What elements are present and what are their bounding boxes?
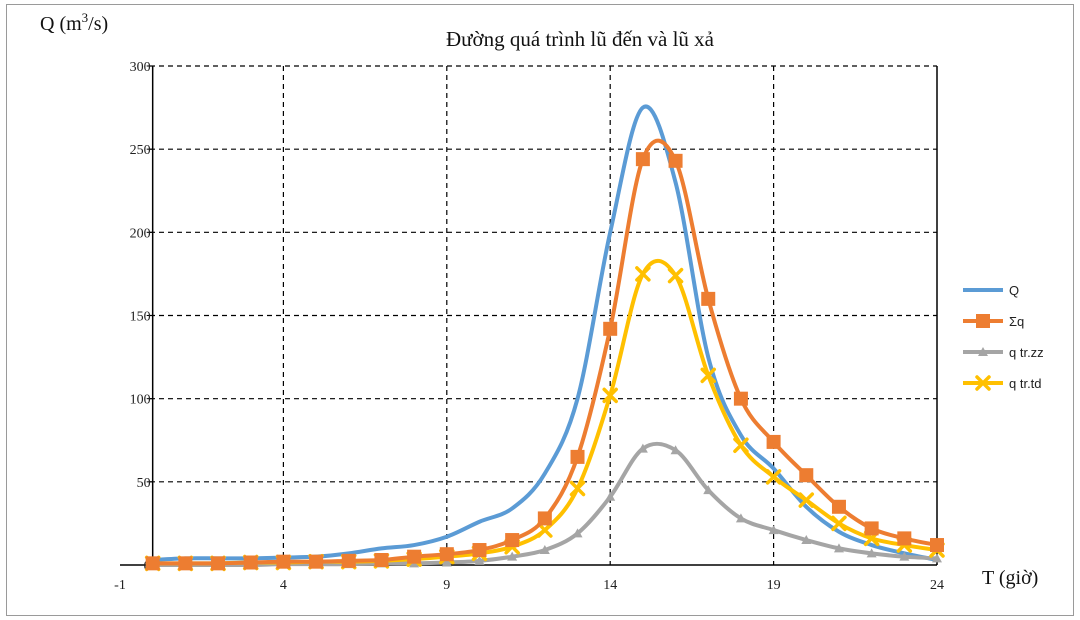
x-tick-label: 24 [930,578,944,593]
data-point [798,492,815,508]
legend-item: q tr.zz [963,345,1044,360]
data-point [668,153,683,168]
data-point [899,551,910,561]
data-point [341,553,356,568]
legend-marker [976,314,990,328]
data-point [735,513,746,523]
legend-item: q tr.td [963,375,1042,391]
data-point [831,515,847,532]
y-tick-label: 250 [130,143,151,158]
data-point [635,152,650,167]
data-point [766,434,781,449]
y-tick-label: 200 [130,226,151,241]
data-point [569,480,586,497]
y-axis-label: Q (m3/s) [40,10,108,35]
data-point [537,522,553,538]
legend-item: Σq [963,314,1024,329]
data-point [539,545,550,555]
y-axis-label-tail: /s) [88,13,108,35]
x-tick-label: 14 [603,578,617,593]
series-q [152,104,938,563]
legend-marker [975,375,991,391]
data-point [474,555,485,565]
y-tick-label: 50 [137,476,151,491]
data-point [930,538,944,553]
data-point [864,521,879,536]
y-tick-label: 150 [130,310,151,325]
data-point [507,551,518,561]
data-point [833,543,844,553]
data-point [439,547,454,562]
data-point [667,267,684,284]
y-tick-label: 300 [130,60,151,75]
data-point [407,549,422,564]
series-line [152,138,938,566]
legend-item: Q [963,283,1019,298]
y-axis-label-sup: 3 [82,10,89,25]
data-point [733,391,748,406]
data-point [276,554,291,569]
data-point [605,491,616,501]
series-group [144,104,945,572]
data-point [700,367,716,384]
data-point [733,437,749,453]
data-point [603,321,618,336]
data-point [932,553,942,563]
data-point [145,556,160,571]
chart-frame [6,4,1074,616]
data-point [799,468,814,483]
data-point [637,443,648,453]
data-point [768,525,779,535]
data-point [703,485,714,495]
y-axis-label-main: Q (m [40,13,82,35]
data-point [801,535,812,545]
legend-label: Q [1009,283,1019,298]
series-q-tr-zz [147,441,942,569]
data-point [570,449,585,464]
series--q [145,138,944,571]
data-point [572,528,583,538]
data-point [374,553,389,568]
data-point [866,548,877,558]
chart-title: Đường quá trình lũ đến và lũ xả [446,27,715,51]
x-tick-label: 9 [443,578,450,593]
data-point [831,499,846,514]
data-point [537,511,552,526]
legend: Q Σq q tr.zz q tr.td [963,283,1044,391]
legend-label: Σq [1009,314,1024,329]
data-point [765,469,782,485]
grid [150,65,937,565]
data-point [670,445,681,455]
x-axis-label: T (giờ) [982,567,1038,589]
legend-label: q tr.td [1009,376,1042,391]
data-point [211,556,226,571]
data-point [635,266,651,282]
x-tick-label: 4 [280,578,287,593]
series-line [152,104,938,563]
data-point [602,387,618,404]
x-tick-label: 19 [767,578,781,593]
data-point [472,543,487,558]
data-point [441,557,452,567]
data-point [178,556,193,571]
y-tick-label: 100 [130,393,151,408]
legend-label: q tr.zz [1009,345,1044,360]
x-tick-label: -1 [114,578,126,593]
data-point [309,554,324,569]
legend-marker [978,347,988,356]
data-point [243,555,258,570]
data-point [897,531,912,546]
data-point [505,533,520,548]
data-point [701,291,716,306]
